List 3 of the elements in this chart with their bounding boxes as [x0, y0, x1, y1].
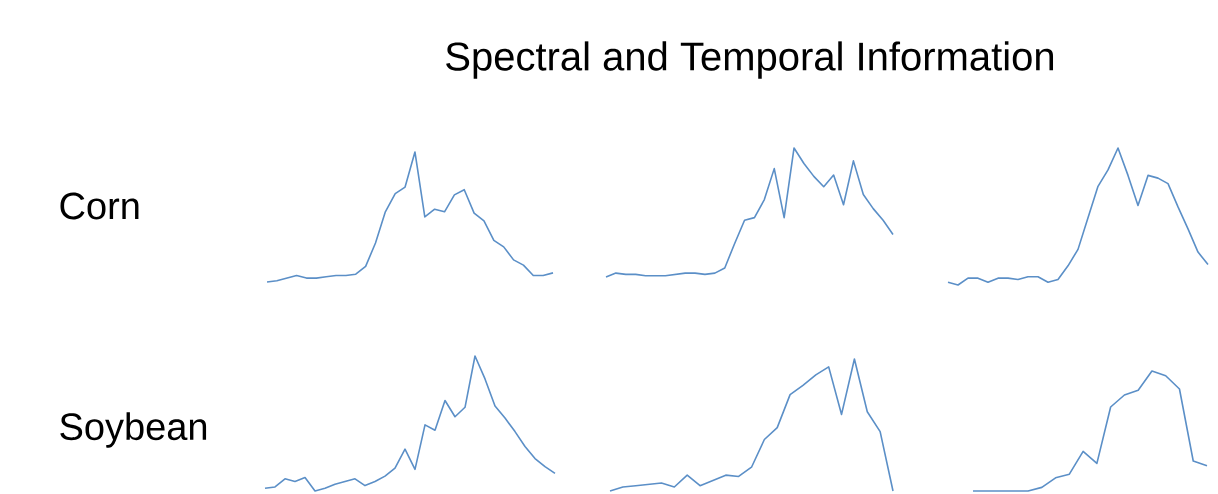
- y-axis-title: Soybean: [60, 412, 207, 448]
- y-axis-title: Corn: [60, 192, 139, 220]
- text: Spectral and Temporal Information: [446, 41, 1054, 79]
